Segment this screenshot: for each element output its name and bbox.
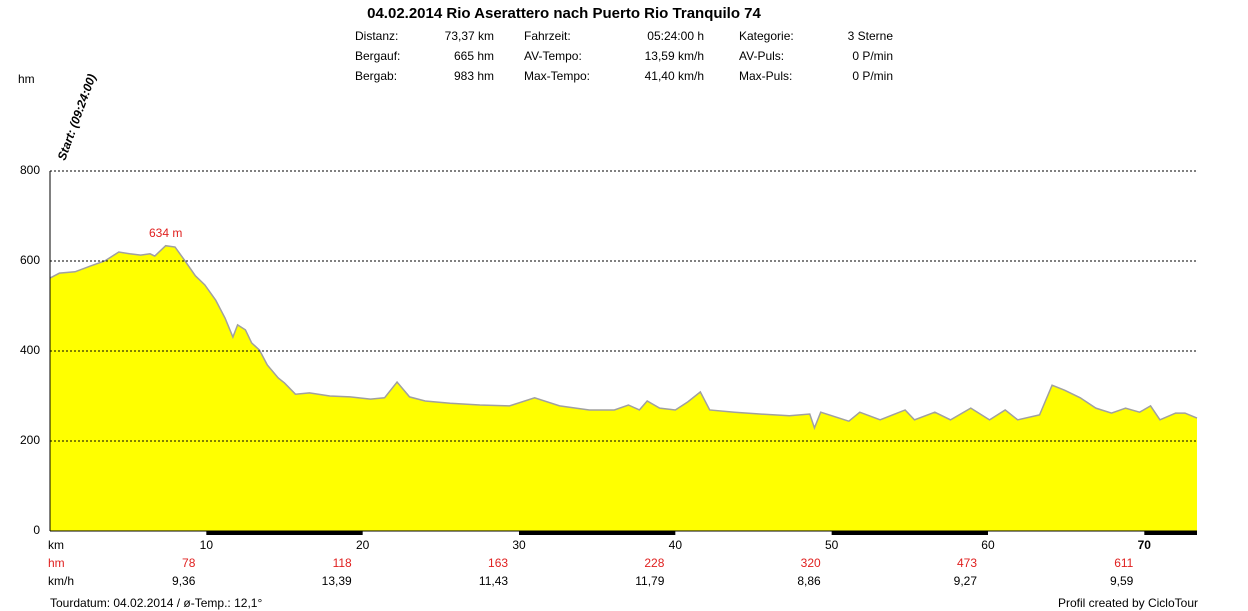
hm-value red: 611	[1114, 556, 1133, 570]
axis-band	[1144, 531, 1197, 535]
info-value: 0 P/min	[852, 49, 893, 63]
hm-row-label: hm	[48, 556, 65, 570]
footer-left: Tourdatum: 04.02.2014 / ø-Temp.: 12,1°	[50, 596, 262, 610]
axis-band	[206, 531, 363, 535]
info-label: Max-Puls:	[739, 69, 792, 83]
speed-row-label: km/h	[48, 574, 74, 588]
info-label: Max-Tempo:	[524, 69, 590, 83]
speed-value: 9,36	[172, 574, 196, 588]
hm-value red: 320	[801, 556, 821, 570]
profile-line	[49, 244, 1198, 431]
info-value: 665 hm	[454, 49, 494, 63]
start-label: Start: (09:24:00)	[55, 72, 99, 162]
hm-value red: 473	[957, 556, 977, 570]
x-tick-label: 40	[669, 538, 683, 552]
info-label: AV-Tempo:	[524, 49, 582, 63]
info-value: 3 Sterne	[848, 29, 894, 43]
speed-value: 13,39	[322, 574, 352, 588]
y-axis-label: hm	[18, 72, 35, 86]
y-tick-label: 600	[20, 253, 40, 267]
speed-value: 9,59	[1110, 574, 1134, 588]
info-label: Distanz:	[355, 29, 398, 43]
axis-band	[518, 531, 676, 535]
x-tick-label: 70	[1138, 538, 1152, 552]
info-value: 983 hm	[454, 69, 494, 83]
hm-value red: 78	[182, 556, 196, 570]
y-tick-label: 0	[33, 523, 40, 537]
info-label: Kategorie:	[739, 29, 794, 43]
x-tick-label: 60	[981, 538, 995, 552]
axis-band	[831, 531, 988, 535]
x-tick-label: 50	[825, 538, 839, 552]
speed-value: 11,43	[479, 574, 508, 588]
info-value: 0 P/min	[852, 69, 893, 83]
info-value: 13,59 km/h	[645, 49, 704, 63]
info-label: Bergauf:	[355, 49, 400, 63]
hm-value red: 118	[333, 556, 352, 570]
info-label: Bergab:	[355, 69, 397, 83]
info-label: Fahrzeit:	[524, 29, 571, 43]
info-value: 05:24:00 h	[647, 29, 704, 43]
x-tick-label: 20	[356, 538, 370, 552]
y-tick-label: 800	[20, 163, 40, 177]
chart-title: 04.02.2014 Rio Aserattero nach Puerto Ri…	[367, 5, 761, 22]
info-value: 41,40 km/h	[645, 69, 704, 83]
y-tick-label: 200	[20, 433, 40, 447]
info-value: 73,37 km	[445, 29, 494, 43]
footer-right: Profil created by CicloTour	[1058, 596, 1198, 610]
x-axis-label: km	[48, 538, 64, 552]
x-tick-label: 10	[200, 538, 214, 552]
info-label: AV-Puls:	[739, 49, 784, 63]
speed-value: 8,86	[797, 574, 821, 588]
y-tick-label: 400	[20, 343, 40, 357]
area-fill	[50, 245, 1197, 531]
peak-label: 634 m	[149, 226, 182, 240]
hm-value red: 228	[644, 556, 664, 570]
speed-value: 11,79	[635, 574, 664, 588]
speed-value: 9,27	[954, 574, 978, 588]
hm-value red: 163	[488, 556, 508, 570]
x-tick-label: 30	[512, 538, 526, 552]
